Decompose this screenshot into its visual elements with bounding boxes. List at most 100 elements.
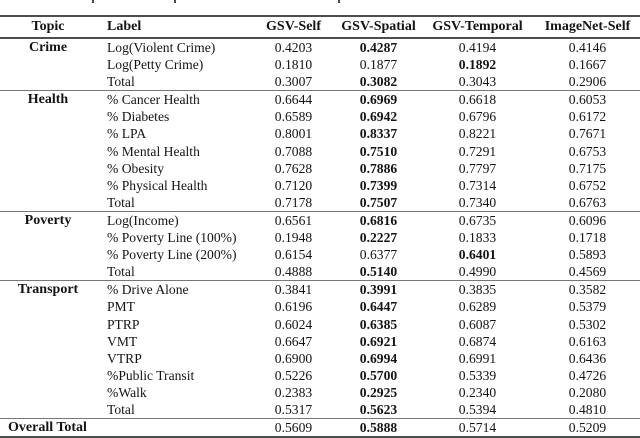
col-header-gsv-spatial: GSV-Spatial — [337, 16, 420, 39]
table-row: %Walk 0.2383 0.2925 0.2340 0.2080 — [0, 384, 640, 401]
col-header-gsv-self: GSV-Self — [250, 16, 337, 39]
table-row: % Obesity 0.7628 0.7886 0.7797 0.7175 — [0, 160, 640, 177]
section-poverty: Poverty Log(Income) 0.6561 0.6816 0.6735 0.60… — [0, 210, 640, 281]
table-row: PMT 0.6196 0.6447 0.6289 0.5379 — [0, 298, 640, 315]
caption-remnant-mark — [338, 0, 340, 3]
row-label-cell: % Diabetes — [107, 109, 170, 125]
row-label-cell: % Physical Health — [107, 177, 208, 193]
value-cell: 0.5888 — [337, 418, 420, 438]
table-row: VMT 0.6647 0.6921 0.6874 0.6163 — [0, 333, 640, 350]
row-label-cell: % Poverty Line (100%) — [107, 230, 237, 246]
row-label-cell: % LPA — [107, 126, 147, 142]
row-label-cell: VMT — [107, 333, 138, 349]
value-cell: 0.4810 — [568, 401, 607, 417]
value-cell: 0.6401 — [458, 247, 497, 263]
value-cell: 0.4726 — [568, 367, 607, 383]
value-cell: 0.7088 — [274, 143, 313, 159]
table-row: % Poverty Line (200%) 0.6154 0.6377 0.6401 0… — [0, 246, 640, 263]
value-cell: 0.6647 — [274, 333, 313, 349]
topic-cell: Poverty — [0, 210, 96, 281]
value-cell: 0.6024 — [274, 316, 313, 332]
value-cell: 0.1948 — [274, 230, 313, 246]
value-cell: 0.5714 — [420, 418, 535, 438]
value-cell: 0.6289 — [458, 299, 497, 315]
table-row: Crime Log(Violent Crime) 0.4203 0.4287 0.419… — [0, 37, 640, 91]
value-cell: 0.8221 — [458, 126, 497, 142]
value-cell: 0.3082 — [359, 74, 398, 90]
row-label-cell: %Public Transit — [107, 367, 195, 383]
value-cell: 0.4569 — [568, 264, 607, 280]
value-cell: 0.5623 — [359, 401, 398, 417]
value-cell: 0.7628 — [274, 160, 313, 176]
value-cell: 0.2906 — [568, 74, 607, 90]
table-row: Poverty Log(Income) 0.6561 0.6816 0.6735 0.60… — [0, 210, 640, 281]
value-cell: 0.6942 — [359, 109, 398, 125]
value-cell: 0.6589 — [274, 109, 313, 125]
overall-total-section: Overall Total 0.5609 0.5888 0.5714 0.5209 — [0, 418, 640, 438]
value-cell: 0.2080 — [568, 384, 607, 400]
value-cell: 0.6644 — [250, 90, 337, 109]
value-cell: 0.5339 — [458, 367, 497, 383]
row-label-cell: % Cancer Health — [96, 90, 250, 109]
col-header-imagenet-self: ImageNet-Self — [535, 16, 640, 39]
value-cell: 0.1833 — [458, 230, 497, 246]
value-cell: 0.6735 — [420, 210, 535, 230]
col-header-gsv-temporal: GSV-Temporal — [420, 16, 535, 39]
value-cell: 0.5700 — [359, 367, 398, 383]
value-cell: 0.6969 — [337, 90, 420, 109]
value-cell: 0.3841 — [250, 280, 337, 299]
value-cell: 0.6796 — [458, 109, 497, 125]
caption-remnant-mark — [174, 0, 176, 3]
value-cell: 0.7399 — [359, 177, 398, 193]
value-cell: 0.3043 — [458, 74, 497, 90]
value-cell: 0.4194 — [420, 37, 535, 57]
value-cell: 0.7510 — [359, 143, 398, 159]
value-cell: 0.1810 — [274, 57, 313, 73]
table-row: Health% Cancer Health 0.6644 0.6969 0.6618 0… — [0, 90, 640, 212]
table-row: Total 0.4888 0.5140 0.4990 0.4569 — [0, 263, 640, 281]
value-cell: 0.2227 — [359, 230, 398, 246]
table-row: % Physical Health 0.7120 0.7399 0.7314 0.675… — [0, 177, 640, 194]
value-cell: 0.7507 — [359, 194, 398, 210]
value-cell: 0.6447 — [359, 299, 398, 315]
value-cell: 0.2340 — [458, 384, 497, 400]
topic-cell: Transport — [0, 280, 96, 419]
value-cell: 0.6163 — [568, 333, 607, 349]
value-cell: 0.5394 — [458, 401, 497, 417]
overall-total-label: Overall Total — [0, 418, 250, 438]
row-label-cell: Total — [107, 194, 135, 210]
value-cell: 0.5317 — [274, 401, 313, 417]
value-cell: 0.7175 — [568, 160, 607, 176]
value-cell: 0.5209 — [535, 418, 640, 438]
table-header-row: Topic Label GSV-Self GSV-Spatial GSV-Tem… — [0, 16, 640, 39]
table-row: Total 0.3007 0.3082 0.3043 0.2906 — [0, 73, 640, 91]
table-row: Total 0.5317 0.5623 0.5394 0.4810 — [0, 401, 640, 419]
value-cell: 0.6994 — [359, 350, 398, 366]
value-cell: 0.1667 — [568, 57, 607, 73]
value-cell: 0.7886 — [359, 160, 398, 176]
value-cell: 0.6900 — [274, 350, 313, 366]
caption-remnant-mark — [92, 0, 94, 3]
results-table: Topic Label GSV-Self GSV-Spatial GSV-Tem… — [0, 15, 640, 438]
table-row: Log(Petty Crime) 0.1810 0.1877 0.1892 0.1667 — [0, 56, 640, 73]
value-cell: 0.5379 — [568, 299, 607, 315]
row-label-cell: % Obesity — [107, 160, 165, 176]
row-label-cell: % Drive Alone — [96, 280, 250, 299]
value-cell: 0.3835 — [420, 280, 535, 299]
value-cell: 0.6763 — [568, 194, 607, 210]
value-cell: 0.6096 — [535, 210, 640, 230]
table-row: Total 0.7178 0.7507 0.7340 0.6763 — [0, 194, 640, 212]
value-cell: 0.6385 — [359, 316, 398, 332]
table-row: % Mental Health 0.7088 0.7510 0.7291 0.6753 — [0, 143, 640, 160]
section-transport: Transport% Drive Alone 0.3841 0.3991 0.3835… — [0, 280, 640, 419]
topic-cell: Health — [0, 90, 96, 212]
value-cell: 0.8001 — [274, 126, 313, 142]
table-row: VTRP 0.6900 0.6994 0.6991 0.6436 — [0, 350, 640, 367]
table-row: % Poverty Line (100%) 0.1948 0.2227 0.1833 0… — [0, 229, 640, 246]
value-cell: 0.6561 — [250, 210, 337, 230]
value-cell: 0.3991 — [337, 280, 420, 299]
row-label-cell: % Poverty Line (200%) — [107, 247, 237, 263]
value-cell: 0.6874 — [458, 333, 497, 349]
value-cell: 0.5302 — [568, 316, 607, 332]
